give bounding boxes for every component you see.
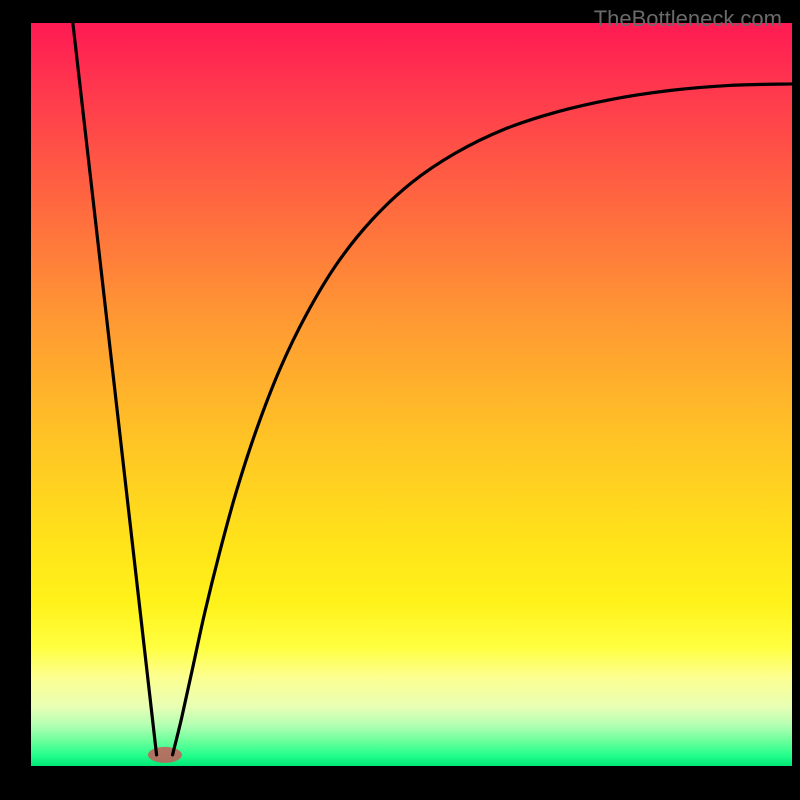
watermark-text: TheBottleneck.com (594, 6, 782, 32)
optimum-marker (148, 747, 182, 763)
chart-svg (0, 0, 800, 800)
chart-container: TheBottleneck.com (0, 0, 800, 800)
